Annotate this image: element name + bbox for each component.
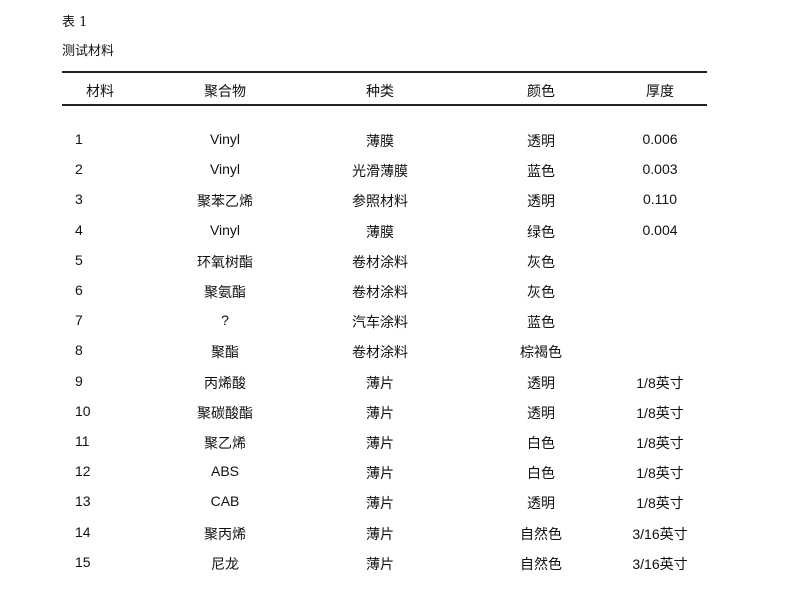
cell-type: 薄片 (366, 525, 394, 542)
cell-material-id: 12 (75, 463, 91, 480)
cell-thickness: 1/8英寸 (636, 495, 684, 512)
cell-polymer: 聚乙烯 (204, 435, 246, 451)
cell-thickness: 1/8英寸 (636, 465, 684, 482)
table-row: 10 聚碳酸酯 薄片 透明 1/8英寸 (62, 403, 707, 423)
cell-color: 自然色 (520, 525, 562, 542)
header-rule (62, 104, 707, 106)
table-row: 1 Vinyl 薄膜 透明 0.006 (62, 131, 707, 151)
cell-thickness: 0.004 (642, 221, 678, 238)
cell-polymer: 环氧树酯 (197, 253, 253, 270)
cell-type: 卷材涂料 (352, 344, 408, 361)
table-header: 材料 聚合物 种类 颜色 厚度 (62, 81, 707, 101)
cell-type: 薄片 (366, 374, 394, 391)
cell-material-id: 6 (75, 282, 83, 298)
cell-material-id: 15 (75, 553, 91, 570)
cell-type: 薄片 (366, 465, 394, 482)
cell-material-id: 5 (75, 251, 83, 268)
table-row: 15 尼龙 薄片 自然色 3/16英寸 (62, 554, 707, 574)
table-row: 14 聚丙烯 薄片 自然色 3/16英寸 (62, 524, 707, 544)
cell-polymer: 聚苯乙烯 (197, 193, 253, 210)
cell-thickness: 0.006 (642, 131, 678, 147)
cell-polymer: CAB (210, 493, 240, 510)
cell-color: 自然色 (520, 555, 562, 572)
cell-material-id: 10 (75, 402, 91, 419)
cell-polymer: ABS (210, 463, 240, 480)
cell-type: 薄片 (366, 404, 394, 421)
cell-polymer: 聚酯 (211, 344, 239, 361)
cell-material-id: 11 (75, 433, 90, 449)
cell-polymer: 丙烯酸 (204, 374, 246, 391)
cell-material-id: 14 (75, 523, 91, 540)
cell-color: 白色 (527, 435, 555, 451)
cell-polymer: Vinyl (209, 221, 241, 238)
header-thickness: 厚度 (646, 83, 674, 99)
cell-material-id: 7 (75, 312, 83, 329)
cell-type: 卷材涂料 (352, 253, 408, 270)
cell-color: 灰色 (527, 253, 555, 270)
cell-type: 薄片 (366, 495, 394, 512)
cell-type: 薄膜 (366, 223, 394, 240)
cell-color: 蓝色 (527, 163, 555, 180)
table-row: 8 聚酯 卷材涂料 棕褐色 (62, 342, 707, 362)
cell-material-id: 2 (75, 161, 83, 178)
cell-material-id: 4 (75, 221, 83, 238)
cell-thickness: 0.003 (642, 161, 678, 178)
cell-color: 灰色 (527, 284, 555, 300)
table-row: 12 ABS 薄片 白色 1/8英寸 (62, 463, 707, 483)
header-polymer: 聚合物 (204, 83, 246, 99)
cell-type: 汽车涂料 (352, 314, 408, 331)
cell-polymer: Vinyl (209, 161, 241, 178)
cell-color: 透明 (527, 133, 555, 149)
cell-thickness: 1/8英寸 (636, 435, 684, 451)
cell-material-id: 8 (75, 342, 83, 359)
table-row: 5 环氧树酯 卷材涂料 灰色 (62, 252, 707, 272)
cell-type: 光滑薄膜 (352, 163, 408, 180)
table-row: 2 Vinyl 光滑薄膜 蓝色 0.003 (62, 161, 707, 181)
cell-thickness: 3/16英寸 (632, 555, 688, 572)
table-row: 3 聚苯乙烯 参照材料 透明 0.110 (62, 191, 707, 211)
cell-type: 卷材涂料 (352, 284, 408, 300)
table-label: 表 1 (62, 15, 88, 30)
cell-thickness: 1/8英寸 (636, 404, 684, 421)
table-row: 7? 汽车涂料 蓝色 (62, 312, 707, 332)
table-row: 9 丙烯酸 薄片 透明 1/8英寸 (62, 373, 707, 393)
cell-material-id: 3 (75, 191, 83, 208)
table-caption: 测试材料 (62, 44, 115, 59)
top-rule (62, 71, 707, 73)
cell-polymer: 尼龙 (211, 555, 239, 572)
header-color: 颜色 (527, 83, 555, 99)
cell-material-id: 13 (75, 493, 91, 510)
table-row: 11 聚乙烯 薄片 白色 1/8英寸 (62, 433, 707, 453)
cell-type: 薄片 (366, 435, 394, 451)
header-material: 材料 (86, 83, 114, 99)
cell-material-id: 9 (75, 372, 83, 389)
cell-color: 棕褐色 (520, 344, 562, 361)
cell-type: 参照材料 (352, 193, 408, 210)
cell-material-id: 1 (75, 131, 83, 147)
cell-color: 透明 (527, 193, 555, 210)
cell-type: 薄片 (366, 555, 394, 572)
cell-polymer: Vinyl (209, 131, 241, 147)
cell-thickness: 3/16英寸 (632, 525, 688, 542)
table-row: 4 Vinyl 薄膜 绿色 0.004 (62, 222, 707, 242)
cell-polymer: 聚丙烯 (204, 525, 246, 542)
table-row: 6 聚氨酯 卷材涂料 灰色 (62, 282, 707, 302)
cell-color: 白色 (527, 465, 555, 482)
cell-color: 透明 (527, 404, 555, 421)
cell-type: 薄膜 (366, 133, 394, 149)
header-type: 种类 (366, 83, 394, 99)
cell-polymer: 聚碳酸酯 (197, 404, 253, 421)
cell-color: 透明 (527, 495, 555, 512)
cell-thickness: 1/8英寸 (636, 374, 684, 391)
cell-color: 绿色 (527, 223, 555, 240)
cell-color: 透明 (527, 374, 555, 391)
cell-polymer: ? (221, 312, 229, 329)
table-row: 13 CAB 薄片 透明 1/8英寸 (62, 493, 707, 513)
cell-polymer: 聚氨酯 (204, 284, 246, 300)
cell-color: 蓝色 (527, 314, 555, 331)
cell-thickness: 0.110 (643, 191, 677, 208)
